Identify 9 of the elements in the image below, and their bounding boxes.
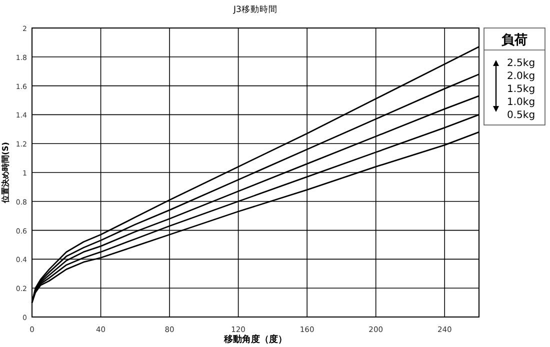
legend-label: 2.5kg xyxy=(507,58,536,69)
chart-title: J3移動時間 xyxy=(232,4,278,15)
x-axis-title: 移動角度（度） xyxy=(223,334,287,345)
y-axis-title: 位置決め時間(S) xyxy=(1,142,10,204)
text: 0.5kg xyxy=(507,110,536,121)
legend-title: 負荷 xyxy=(502,32,528,48)
text: 1.5kg xyxy=(507,84,536,95)
text: 2.0kg xyxy=(507,71,536,82)
legend-label: 1.0kg xyxy=(507,97,536,108)
